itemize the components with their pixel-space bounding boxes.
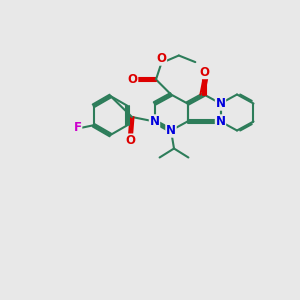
Text: N: N — [215, 97, 226, 110]
Text: O: O — [125, 134, 135, 147]
Text: N: N — [215, 115, 226, 128]
Text: O: O — [199, 65, 209, 79]
Text: N: N — [149, 115, 160, 128]
Text: F: F — [74, 121, 82, 134]
Text: O: O — [128, 73, 138, 86]
Text: O: O — [156, 52, 167, 65]
Text: N: N — [166, 124, 176, 137]
